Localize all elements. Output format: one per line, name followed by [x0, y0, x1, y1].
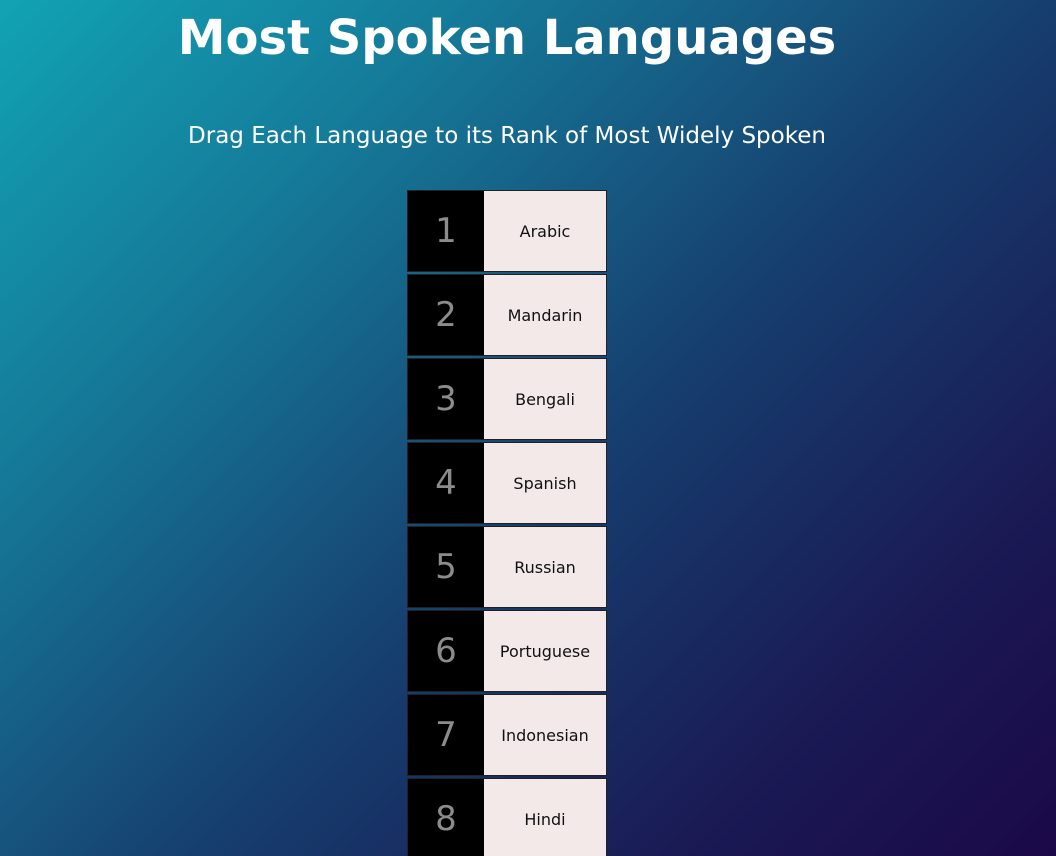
draggable-language-item[interactable]: Spanish [484, 443, 606, 523]
draggable-language-item[interactable]: Mandarin [484, 275, 606, 355]
rank-number: 2 [408, 275, 484, 355]
rank-number: 3 [408, 359, 484, 439]
rank-number: 7 [408, 695, 484, 775]
instructions-text: Drag Each Language to its Rank of Most W… [188, 123, 826, 149]
draggable-language-item[interactable]: Arabic [484, 191, 606, 271]
rank-number: 1 [408, 191, 484, 271]
rank-row: 7 Indonesian [407, 694, 607, 776]
rank-number: 5 [408, 527, 484, 607]
rank-row: 6 Portuguese [407, 610, 607, 692]
rank-row: 8 Hindi [407, 778, 607, 856]
page-title: Most Spoken Languages [177, 10, 837, 66]
draggable-language-item[interactable]: Portuguese [484, 611, 606, 691]
rank-row: 3 Bengali [407, 358, 607, 440]
rank-number: 6 [408, 611, 484, 691]
rank-number: 4 [408, 443, 484, 523]
rank-row: 5 Russian [407, 526, 607, 608]
rank-number: 8 [408, 779, 484, 856]
rank-row: 2 Mandarin [407, 274, 607, 356]
draggable-language-item[interactable]: Bengali [484, 359, 606, 439]
draggable-language-item[interactable]: Russian [484, 527, 606, 607]
draggable-language-item[interactable]: Indonesian [484, 695, 606, 775]
rank-list: 1 Arabic 2 Mandarin 3 Bengali 4 Spanish … [407, 190, 607, 856]
draggable-language-item[interactable]: Hindi [484, 779, 606, 856]
rank-row: 4 Spanish [407, 442, 607, 524]
rank-row: 1 Arabic [407, 190, 607, 272]
